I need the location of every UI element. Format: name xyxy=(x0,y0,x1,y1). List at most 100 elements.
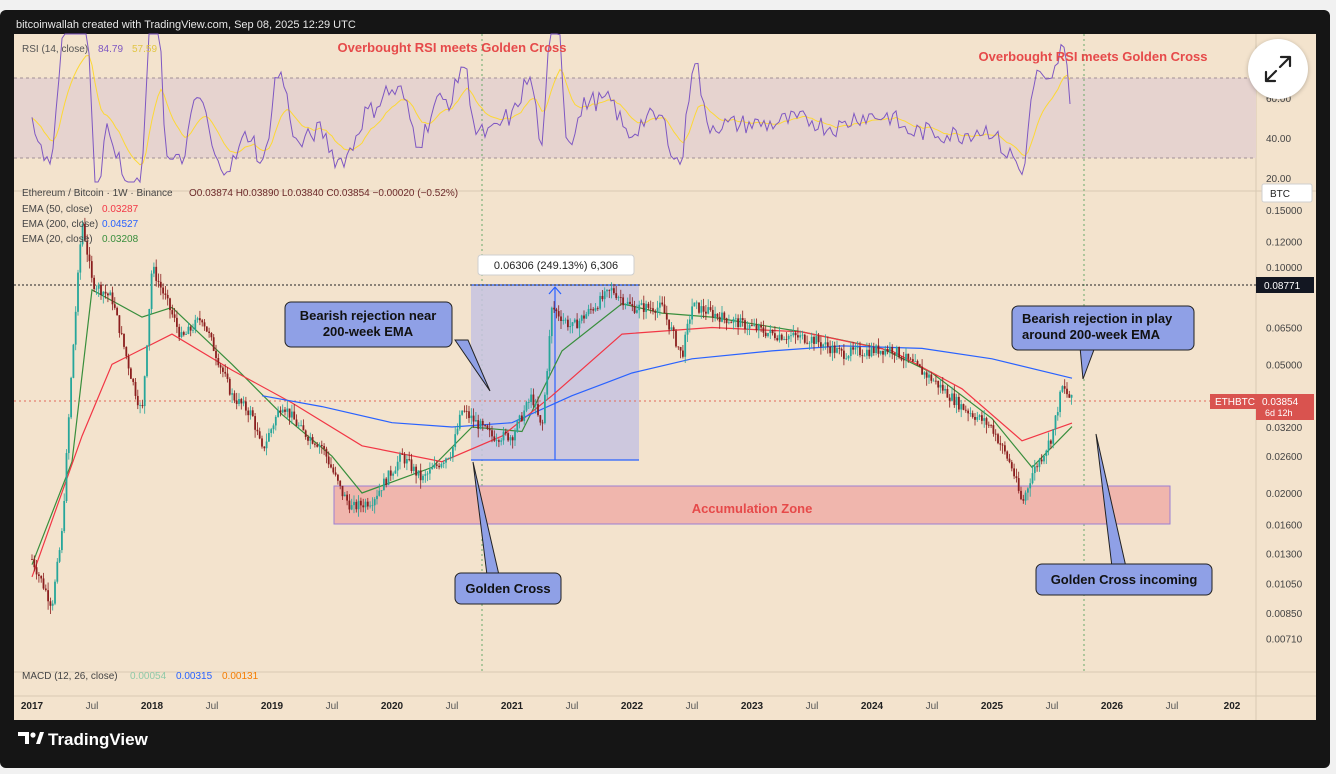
candle-body xyxy=(1027,488,1029,493)
price-tick-label: 0.06500 xyxy=(1266,323,1303,334)
candle-body xyxy=(199,318,201,321)
time-axis: 2017 Jul 2018 Jul 2019 Jul 2020 Jul 2021 Jul 2022 J… xyxy=(21,701,1241,712)
candle-body xyxy=(84,224,86,241)
candle-body xyxy=(486,425,489,429)
candle-body xyxy=(270,429,273,434)
candle-body xyxy=(157,280,160,282)
candle-body xyxy=(1020,490,1022,500)
candle-body xyxy=(314,443,316,445)
candle-body xyxy=(518,415,521,422)
callout-golden-cross-incoming-text: Golden Cross incoming xyxy=(1051,572,1198,587)
candle-body xyxy=(380,490,383,492)
candle-body xyxy=(392,473,394,476)
candle-body xyxy=(544,394,546,424)
candle-body xyxy=(162,287,164,294)
candle-body xyxy=(63,501,66,532)
time-tick-label: 2021 xyxy=(501,701,524,712)
candle-body xyxy=(454,434,457,448)
callout-bearish-left xyxy=(284,301,453,348)
candle-body xyxy=(900,357,903,360)
candle-body xyxy=(560,316,562,322)
candle-body xyxy=(762,327,765,333)
candle-body xyxy=(613,288,615,294)
ema-legend-value: 0.03208 xyxy=(102,234,139,245)
candle-body xyxy=(120,333,123,334)
candle-body xyxy=(238,399,240,404)
candle-body xyxy=(790,335,792,337)
time-tick-label: 2023 xyxy=(741,701,764,712)
candle-body xyxy=(668,319,670,330)
candle-body xyxy=(619,297,622,299)
candle-body xyxy=(780,334,783,340)
candle-body xyxy=(884,348,887,355)
candle-body xyxy=(1008,458,1011,463)
candle-body xyxy=(868,349,871,357)
candle-body xyxy=(877,345,880,354)
candle-body xyxy=(1045,450,1048,457)
candle-body xyxy=(656,307,659,313)
chart-frame: 0.15000 0.12000 0.10000 0.06500 0.05000 0.032… xyxy=(0,10,1330,768)
measure-label: 0.06306 (249.13%) 6,306 xyxy=(494,260,618,272)
expand-button[interactable] xyxy=(1248,39,1308,99)
candle-body xyxy=(1015,476,1018,479)
price-tick-label: 0.01050 xyxy=(1266,579,1303,590)
candle-body xyxy=(178,326,181,338)
candle-body xyxy=(640,303,643,305)
candle-body xyxy=(343,494,346,497)
candle-body xyxy=(212,337,215,351)
candle-body xyxy=(912,359,914,362)
candle-body xyxy=(215,350,217,359)
candle-body xyxy=(360,500,362,506)
candle-body xyxy=(346,494,348,501)
candle-body xyxy=(654,311,657,313)
candle-body xyxy=(399,454,401,462)
candle-body xyxy=(822,344,825,347)
candle-body xyxy=(511,437,514,441)
candle-body xyxy=(67,417,70,454)
candle-body xyxy=(693,302,696,307)
candle-body xyxy=(971,413,974,418)
candle-body xyxy=(426,473,429,475)
time-tick-label: Jul xyxy=(1046,701,1059,712)
candle-body xyxy=(47,590,49,602)
candle-body xyxy=(636,310,638,313)
candle-body xyxy=(159,281,162,288)
candle-body xyxy=(408,459,411,460)
candle-body xyxy=(564,319,567,321)
candle-body xyxy=(801,334,804,336)
candle-body xyxy=(714,313,716,318)
candle-body xyxy=(272,425,275,430)
candle-body xyxy=(702,306,705,312)
candle-body xyxy=(808,342,811,344)
price-axis: 0.15000 0.12000 0.10000 0.06500 0.05000 0.032… xyxy=(1266,206,1303,645)
candle-body xyxy=(734,318,737,320)
candle-body xyxy=(958,396,960,410)
candle-body xyxy=(737,318,739,328)
candle-body xyxy=(288,408,291,418)
rsi-tick-label: 40.00 xyxy=(1266,134,1291,145)
candle-body xyxy=(332,467,335,473)
macd-legend-v1: 0.00054 xyxy=(130,671,167,682)
candle-body xyxy=(695,302,698,304)
candle-body xyxy=(449,456,452,459)
candle-body xyxy=(967,410,969,414)
candle-body xyxy=(571,322,574,327)
candle-body xyxy=(882,350,884,355)
candle-body xyxy=(886,348,889,352)
candle-body xyxy=(261,438,263,447)
candle-body xyxy=(406,459,408,464)
candle-body xyxy=(304,430,307,437)
candle-body xyxy=(309,437,312,441)
price-legend-ohlc: O0.03874 H0.03890 L0.03840 C0.03854 −0.0… xyxy=(189,188,458,199)
candle-body xyxy=(295,419,298,426)
candle-body xyxy=(951,393,953,401)
candle-body xyxy=(493,436,496,441)
symbol-tag[interactable] xyxy=(1261,183,1313,203)
candle-body xyxy=(258,431,261,439)
candle-body xyxy=(905,353,907,360)
candle-body xyxy=(813,336,815,344)
candle-body xyxy=(242,401,245,404)
candle-body xyxy=(856,347,859,348)
candle-body xyxy=(431,467,434,470)
candle-body xyxy=(932,380,935,382)
